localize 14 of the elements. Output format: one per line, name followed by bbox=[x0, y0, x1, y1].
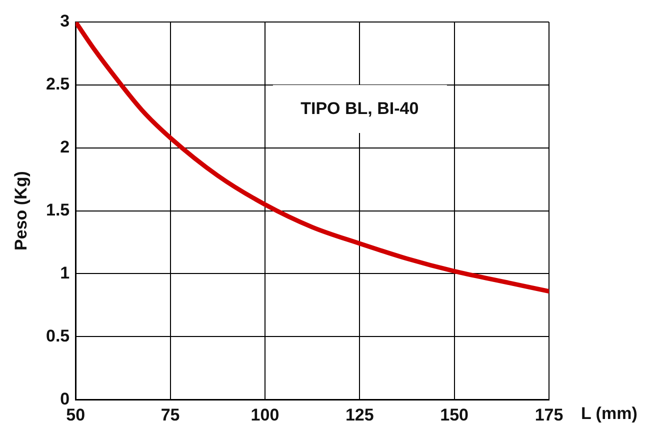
y-tick-label: 0.5 bbox=[46, 326, 70, 346]
y-axis-title: Peso (Kg) bbox=[12, 171, 31, 250]
x-tick-label: 150 bbox=[440, 405, 469, 424]
y-tick-label: 3 bbox=[60, 12, 70, 31]
y-tick-label: 1.5 bbox=[46, 200, 70, 220]
x-tick-label: 125 bbox=[345, 405, 374, 424]
x-axis-title: L (mm) bbox=[581, 404, 638, 423]
label-panel: TIPO BL, BI-40 bbox=[272, 84, 447, 133]
y-tick-label: 2 bbox=[60, 138, 70, 157]
y-tick-label: 2.5 bbox=[46, 74, 70, 94]
x-tick-label: 100 bbox=[250, 405, 280, 424]
x-tick-label: 175 bbox=[534, 405, 564, 424]
x-tick-label: 75 bbox=[160, 405, 180, 424]
y-tick-label: 1 bbox=[60, 263, 70, 282]
